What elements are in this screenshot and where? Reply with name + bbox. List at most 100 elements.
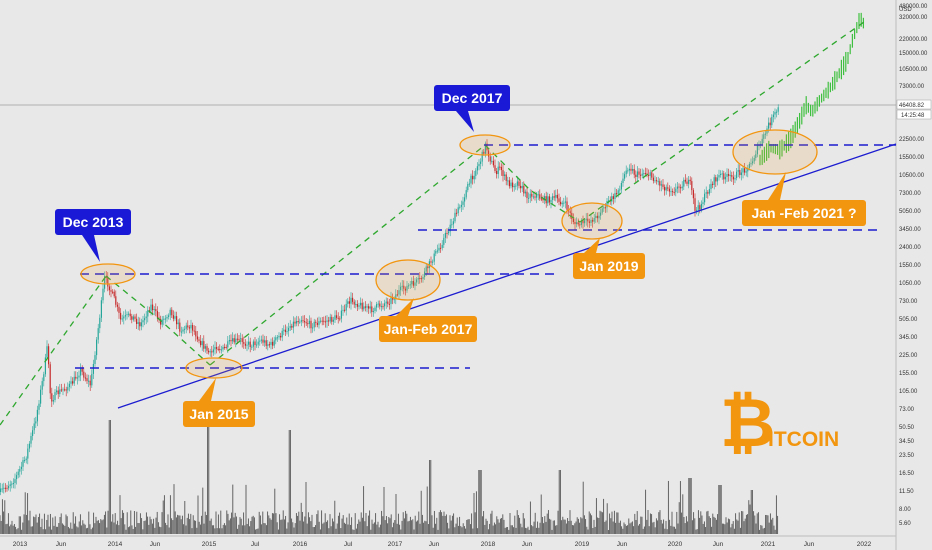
candle-body bbox=[142, 320, 143, 322]
candle-body bbox=[557, 195, 558, 198]
candle-body bbox=[90, 381, 91, 386]
highlight-ellipse bbox=[562, 203, 622, 239]
candle-body bbox=[432, 262, 433, 263]
candle-body bbox=[248, 342, 249, 345]
callout-label: Jan -Feb 2021 ? bbox=[751, 205, 856, 221]
candle-body bbox=[528, 198, 529, 199]
candle-body bbox=[330, 317, 331, 321]
price-tick-label: 5050.00 bbox=[899, 209, 921, 215]
candle-body bbox=[62, 389, 63, 390]
candle-body bbox=[323, 321, 324, 322]
highlight-ellipse bbox=[460, 135, 510, 155]
candle-body bbox=[454, 213, 455, 221]
candle-body bbox=[146, 316, 147, 318]
candle-body bbox=[301, 320, 302, 322]
candle-body bbox=[504, 174, 505, 176]
price-tick-label: 3450.00 bbox=[899, 227, 921, 233]
candle-body bbox=[336, 315, 337, 318]
candle-body bbox=[498, 167, 499, 174]
candle-body bbox=[26, 459, 27, 460]
candle-body bbox=[294, 322, 295, 324]
candle-body bbox=[442, 245, 443, 248]
candle-body bbox=[182, 329, 183, 331]
candle-body bbox=[728, 174, 729, 176]
candle-body bbox=[627, 170, 628, 171]
price-tick-label: 8.00 bbox=[899, 507, 911, 513]
candle-body bbox=[778, 107, 779, 111]
candle-body bbox=[218, 349, 219, 350]
price-tick-label: 50.50 bbox=[899, 425, 915, 431]
candle-body bbox=[254, 341, 255, 345]
candle-body bbox=[720, 174, 721, 175]
candle-body bbox=[509, 180, 510, 186]
candle-body bbox=[101, 300, 102, 318]
candle-body bbox=[373, 311, 374, 312]
candle-body bbox=[736, 172, 737, 178]
candle-body bbox=[242, 338, 243, 342]
candle-body bbox=[56, 391, 57, 393]
candle-body bbox=[378, 304, 379, 305]
candle-body bbox=[232, 338, 233, 341]
candle-body bbox=[122, 318, 123, 319]
callout-label: Jan 2019 bbox=[579, 258, 638, 274]
candle-body bbox=[371, 306, 372, 312]
candle-body bbox=[192, 325, 193, 331]
candle-body bbox=[715, 177, 716, 181]
candle-body bbox=[659, 181, 660, 185]
candle-body bbox=[445, 233, 446, 238]
candle-body bbox=[115, 296, 116, 304]
candle-body bbox=[613, 196, 614, 199]
candle-body bbox=[698, 205, 699, 210]
candle-body bbox=[35, 421, 36, 423]
time-tick-label: Jun bbox=[804, 541, 815, 548]
time-tick-label: 2020 bbox=[668, 541, 683, 548]
candle-body bbox=[536, 195, 537, 198]
candle-body bbox=[709, 189, 710, 193]
candle-body bbox=[387, 302, 388, 304]
candle-body bbox=[282, 331, 283, 338]
candle-body bbox=[334, 315, 335, 319]
candle-body bbox=[131, 316, 132, 319]
candle-body bbox=[112, 292, 113, 293]
candle-body bbox=[645, 173, 646, 174]
candle-body bbox=[614, 193, 615, 199]
candle-body bbox=[522, 186, 523, 188]
candle-body bbox=[152, 305, 153, 310]
candle-body bbox=[670, 191, 671, 192]
candle-body bbox=[269, 344, 270, 345]
candle-body bbox=[494, 165, 495, 171]
candle-body bbox=[222, 347, 223, 350]
candle-body bbox=[126, 314, 127, 315]
candle-body bbox=[314, 322, 315, 328]
candle-body bbox=[290, 326, 291, 328]
candle-body bbox=[102, 289, 103, 301]
candle-body bbox=[723, 173, 724, 179]
candle-body bbox=[259, 341, 260, 342]
candle-body bbox=[13, 483, 14, 484]
time-tick-label: 2013 bbox=[13, 541, 28, 548]
candle-body bbox=[381, 306, 382, 307]
candle-body bbox=[685, 180, 686, 182]
candle-body bbox=[368, 306, 369, 308]
candle-body bbox=[722, 173, 723, 174]
candle-body bbox=[240, 338, 241, 339]
candle-body bbox=[690, 180, 691, 181]
candle-body bbox=[694, 198, 695, 211]
price-tick-label: 1550.00 bbox=[899, 263, 921, 269]
candle-body bbox=[256, 345, 257, 346]
candle-body bbox=[307, 323, 308, 324]
candle-body bbox=[80, 368, 81, 375]
time-tick-label: Jun bbox=[150, 541, 161, 548]
candle-body bbox=[453, 221, 454, 224]
current-price-label: 46408.82 bbox=[899, 103, 925, 109]
candle-body bbox=[277, 337, 278, 338]
candle-body bbox=[30, 436, 31, 444]
time-tick-label: 2017 bbox=[388, 541, 403, 548]
candle-body bbox=[154, 309, 155, 310]
candle-body bbox=[688, 180, 689, 184]
candle-body bbox=[162, 320, 163, 325]
candle-body bbox=[219, 349, 220, 350]
candle-body bbox=[352, 298, 353, 302]
candle-body bbox=[355, 304, 356, 305]
